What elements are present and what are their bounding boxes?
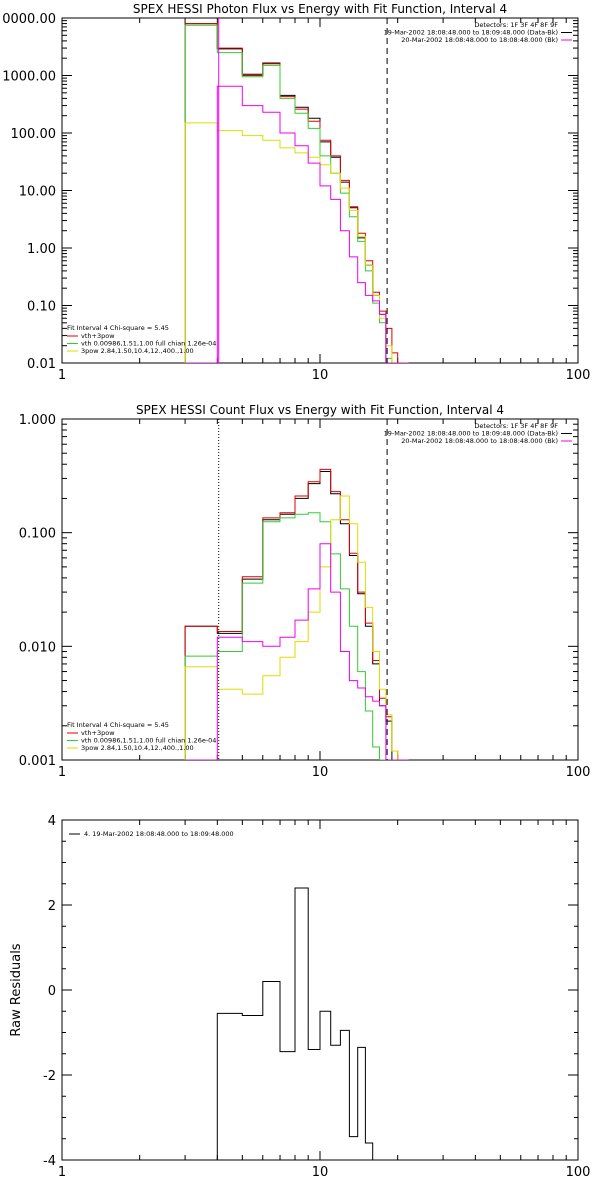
y-tick-label: 1000.00 bbox=[2, 70, 56, 85]
legend-label: vth 0.00986,1.51,1.00 full chian 1.26e-0… bbox=[81, 737, 216, 745]
info-line-3: 20-Mar-2002 18:08:48.000 to 18:08:48.000… bbox=[401, 36, 558, 44]
legend-label: vth+3pow bbox=[81, 332, 115, 340]
info-line-3: 20-Mar-2002 18:08:48.000 to 18:08:48.000… bbox=[401, 437, 558, 445]
y-tick-label: -4 bbox=[43, 1154, 56, 1169]
plot-area bbox=[184, 18, 409, 363]
y-tick-label: 1.000 bbox=[19, 413, 56, 428]
x-tick-label: 100 bbox=[566, 765, 591, 780]
chart-title: SPEX HESSI Count Flux vs Energy with Fit… bbox=[136, 403, 504, 417]
legend-label: 3pow 2.84,1.50,10.4,12.,400.,1.00 bbox=[81, 347, 194, 355]
legend-label: 3pow 2.84,1.50,10.4,12.,400.,1.00 bbox=[81, 744, 194, 752]
chart-panel-1: SPEX HESSI Photon Flux vs Energy with Fi… bbox=[2, 2, 590, 383]
legend-label: 4. 19-Mar-2002 18:08:48.000 to 18:09:48.… bbox=[84, 830, 234, 838]
x-tick-label: 10 bbox=[312, 1165, 329, 1180]
y-tick-label: 0 bbox=[48, 984, 56, 999]
series-line-5 bbox=[185, 543, 409, 760]
axis-frame bbox=[61, 819, 579, 1161]
y-tick-label: 10.00 bbox=[19, 185, 56, 200]
y-tick-label: 0.100 bbox=[19, 527, 56, 542]
x-tick-label: 10 bbox=[312, 765, 329, 780]
legend-title: Fit Interval 4 Chi-square = 5.45 bbox=[67, 721, 169, 729]
x-tick-label: 10 bbox=[312, 368, 329, 383]
axis-frame bbox=[61, 17, 579, 364]
y-tick-label: 4 bbox=[48, 814, 56, 829]
info-line-2: 19-Mar-2002 18:08:48.000 to 18:09:48.000… bbox=[384, 29, 558, 37]
y-axis-label: Raw Residuals bbox=[9, 943, 24, 1036]
y-tick-label: 0.10 bbox=[27, 300, 56, 315]
info-line-1: Detectors: 1F 3F 4F 8F 9F bbox=[474, 21, 558, 29]
y-tick-label: 1.00 bbox=[27, 242, 56, 257]
y-tick-label: 0.001 bbox=[19, 754, 56, 769]
y-tick-label: 2 bbox=[48, 899, 56, 914]
legend-label: vth 0.00986,1.51,1.00 full chian 1.26e-0… bbox=[81, 340, 216, 348]
series-line-5 bbox=[185, 85, 409, 363]
y-tick-label: 100.00 bbox=[11, 127, 57, 142]
y-tick-label: 0.01 bbox=[27, 357, 56, 372]
plot-area bbox=[216, 887, 392, 1160]
chart-panel-3: Raw Residuals 1 10 100 -4 -2 0 2 4 4. 19-Mar-2002… bbox=[9, 814, 590, 1180]
x-tick-label: 1 bbox=[58, 765, 66, 780]
legend-label: vth+3pow bbox=[81, 729, 115, 737]
info-line-1: Detectors: 1F 3F 4F 8F 9F bbox=[474, 422, 558, 430]
plot-area bbox=[184, 419, 409, 760]
info-line-2: 19-Mar-2002 18:08:48.000 to 18:09:48.000… bbox=[384, 430, 558, 438]
legend-title: Fit Interval 4 Chi-square = 5.45 bbox=[67, 324, 169, 332]
y-tick-label: -2 bbox=[43, 1069, 56, 1084]
y-tick-label: 0.010 bbox=[19, 640, 56, 655]
x-tick-label: 100 bbox=[566, 368, 591, 383]
y-tick-label: 0000.00 bbox=[2, 12, 56, 27]
x-tick-label: 100 bbox=[566, 1165, 591, 1180]
chart-title: SPEX HESSI Photon Flux vs Energy with Fi… bbox=[133, 2, 507, 16]
chart-panel-2: SPEX HESSI Count Flux vs Energy with Fit… bbox=[19, 403, 591, 780]
x-tick-label: 1 bbox=[58, 368, 66, 383]
x-tick-label: 1 bbox=[58, 1165, 66, 1180]
series-line-1 bbox=[216, 887, 392, 1160]
series-line-4 bbox=[184, 495, 409, 760]
